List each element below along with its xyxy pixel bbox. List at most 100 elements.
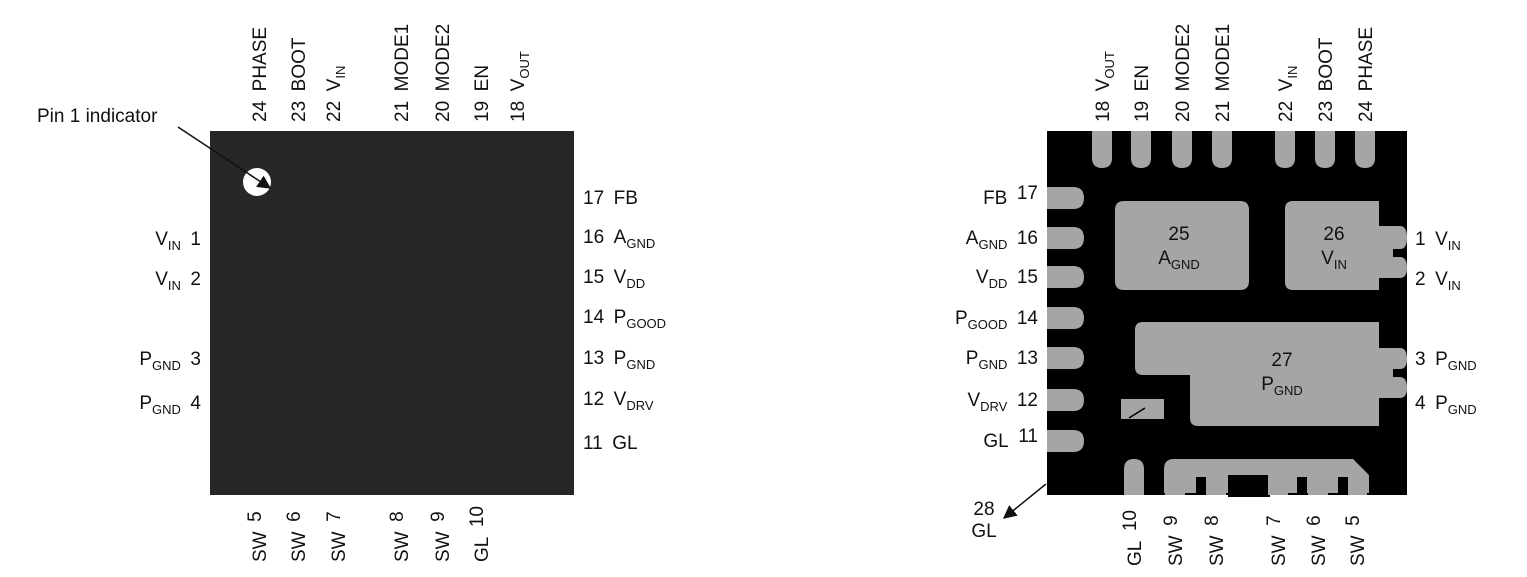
pin-label-part: MODE2 [1173, 24, 1194, 92]
bottom-bar-gap [1196, 477, 1206, 495]
pin-label-part: MODE1 [392, 24, 413, 92]
pin-label-part: P [614, 348, 627, 369]
pin-label-part: 1 [181, 229, 201, 250]
pin-label-subscript: DRV [626, 398, 654, 413]
bottom-view-pad-22 [1275, 131, 1295, 168]
pin-label-subscript: GND [152, 402, 181, 417]
pin-label-part: P [1435, 349, 1448, 370]
bottom-view-pad-6 [1308, 475, 1328, 495]
pin-label-part: GL [472, 537, 493, 562]
top-view-pin-19: 19 EN [472, 65, 493, 122]
bottom-view-pad-5 [1347, 475, 1367, 495]
top-view-pin-21: 21 MODE1 [392, 24, 413, 122]
top-view-pin-15: 15 VDD [583, 267, 645, 291]
pad-27-name-main: P [1261, 374, 1274, 395]
bottom-view-pad-13 [1047, 347, 1084, 369]
pin-label-part: 18 [508, 91, 529, 122]
pin-label-part: 18 [1093, 91, 1114, 122]
bottom-view-pad-8 [1206, 475, 1226, 495]
top-view-pin-6: SW 6 [284, 511, 310, 562]
top-view-pin-20: 20 MODE2 [433, 24, 454, 122]
bottom-view-pin-2: 2 VIN [1415, 269, 1461, 293]
bottom-view-pad-15 [1047, 266, 1084, 288]
pin-label-part: 5 [245, 511, 266, 531]
pin-label-subscript: IN [1285, 66, 1300, 79]
bottom-view-pad-18 [1092, 131, 1112, 168]
pin-label-part: 15 [1007, 267, 1038, 288]
pin-label-part: P [139, 393, 152, 414]
bottom-view-pad-17 [1047, 187, 1084, 209]
pin-label-subscript: GND [626, 236, 655, 251]
pin-label-part: 12 [1007, 390, 1038, 411]
pin-label-part: SW [1309, 535, 1330, 566]
pin-label-part: 9 [428, 511, 449, 531]
top-view-pin-24: 24 PHASE [250, 27, 271, 122]
pin-label-part: PHASE [250, 27, 271, 91]
pin-label-part: 11 [583, 433, 612, 454]
bottom-view-pin-15: VDD 15 [976, 267, 1038, 291]
pad-25-agnd [1115, 201, 1249, 290]
pin-label-part: 24 [250, 91, 271, 122]
top-view-pin-9: SW 9 [428, 511, 454, 562]
pin-label-part: 17 [583, 188, 614, 209]
bottom-view-pad-14 [1047, 307, 1084, 329]
bottom-view-pad-24 [1355, 131, 1375, 168]
pad-26-name: VIN [1321, 248, 1347, 272]
pin-label-subscript: IN [168, 278, 181, 293]
pad-27-pgnd [1135, 322, 1407, 426]
pin-label-subscript: GND [626, 357, 655, 372]
bottom-view-pad-23 [1315, 131, 1335, 168]
pin-label-subscript: GOOD [626, 316, 666, 331]
bottom-view-pad-7 [1268, 475, 1288, 495]
pin-label-part: 19 [472, 91, 493, 122]
pin-label-part: V [967, 390, 980, 411]
top-view-pin-12: 12 VDRV [583, 389, 654, 413]
top-view-pin-10: GL 10 [467, 506, 493, 562]
pin-label-part: MODE1 [1213, 24, 1234, 92]
pin1-indicator-arrow [177, 126, 272, 189]
pad-25-number: 25 [1168, 224, 1189, 245]
pin-label-subscript: GND [978, 237, 1007, 252]
bottom-view-pin-20: 20 MODE2 [1173, 24, 1194, 122]
top-view-pin-23: 23 BOOT [289, 37, 310, 122]
pad-26-vin [1285, 201, 1407, 290]
bottom-view-pin-24: 24 PHASE [1356, 27, 1377, 122]
pin-label-part: 2 [1415, 269, 1435, 290]
bottom-view-pad-9 [1165, 475, 1185, 495]
bottom-view-pad-21 [1212, 131, 1232, 168]
pin1-indicator-label: Pin 1 indicator [37, 106, 158, 127]
bottom-view-pin-3: 3 PGND [1415, 349, 1477, 373]
top-view-pin-16: 16 AGND [583, 227, 655, 251]
pin-label-part: V [324, 78, 345, 91]
pin-label-part: 3 [1415, 349, 1435, 370]
pin-label-subscript: GND [1448, 402, 1477, 417]
pin-label-part: V [1435, 269, 1448, 290]
bottom-view-pad-19 [1131, 131, 1151, 168]
bottom-view-pin-11: GL 11 [983, 426, 1038, 452]
pad-28-arrow [1002, 483, 1047, 519]
bottom-view-pin-19: 19 EN [1132, 65, 1153, 122]
top-view-pin-2: VIN 2 [155, 269, 201, 293]
pin-label-subscript: DD [626, 276, 645, 291]
pin-label-part: SW [1166, 535, 1187, 566]
pin-label-part: GL [612, 433, 637, 454]
pin-label-part: 9 [1161, 515, 1182, 535]
top-view-pin-11: 11 GL [583, 433, 638, 454]
pin-label-part: EN [1132, 65, 1153, 91]
pin-label-part: V [1276, 78, 1297, 91]
pin-label-part: A [614, 227, 627, 248]
bottom-view-pin-9: SW 9 [1161, 515, 1187, 566]
pin-label-part: 24 [1356, 91, 1377, 122]
bottom-view-pin-21: 21 MODE1 [1213, 24, 1234, 122]
pin-label-part: 5 [1343, 515, 1364, 535]
pin-label-part: 13 [1007, 348, 1038, 369]
pin-label-part: A [966, 228, 979, 249]
pin-label-part: 1 [1415, 229, 1435, 250]
